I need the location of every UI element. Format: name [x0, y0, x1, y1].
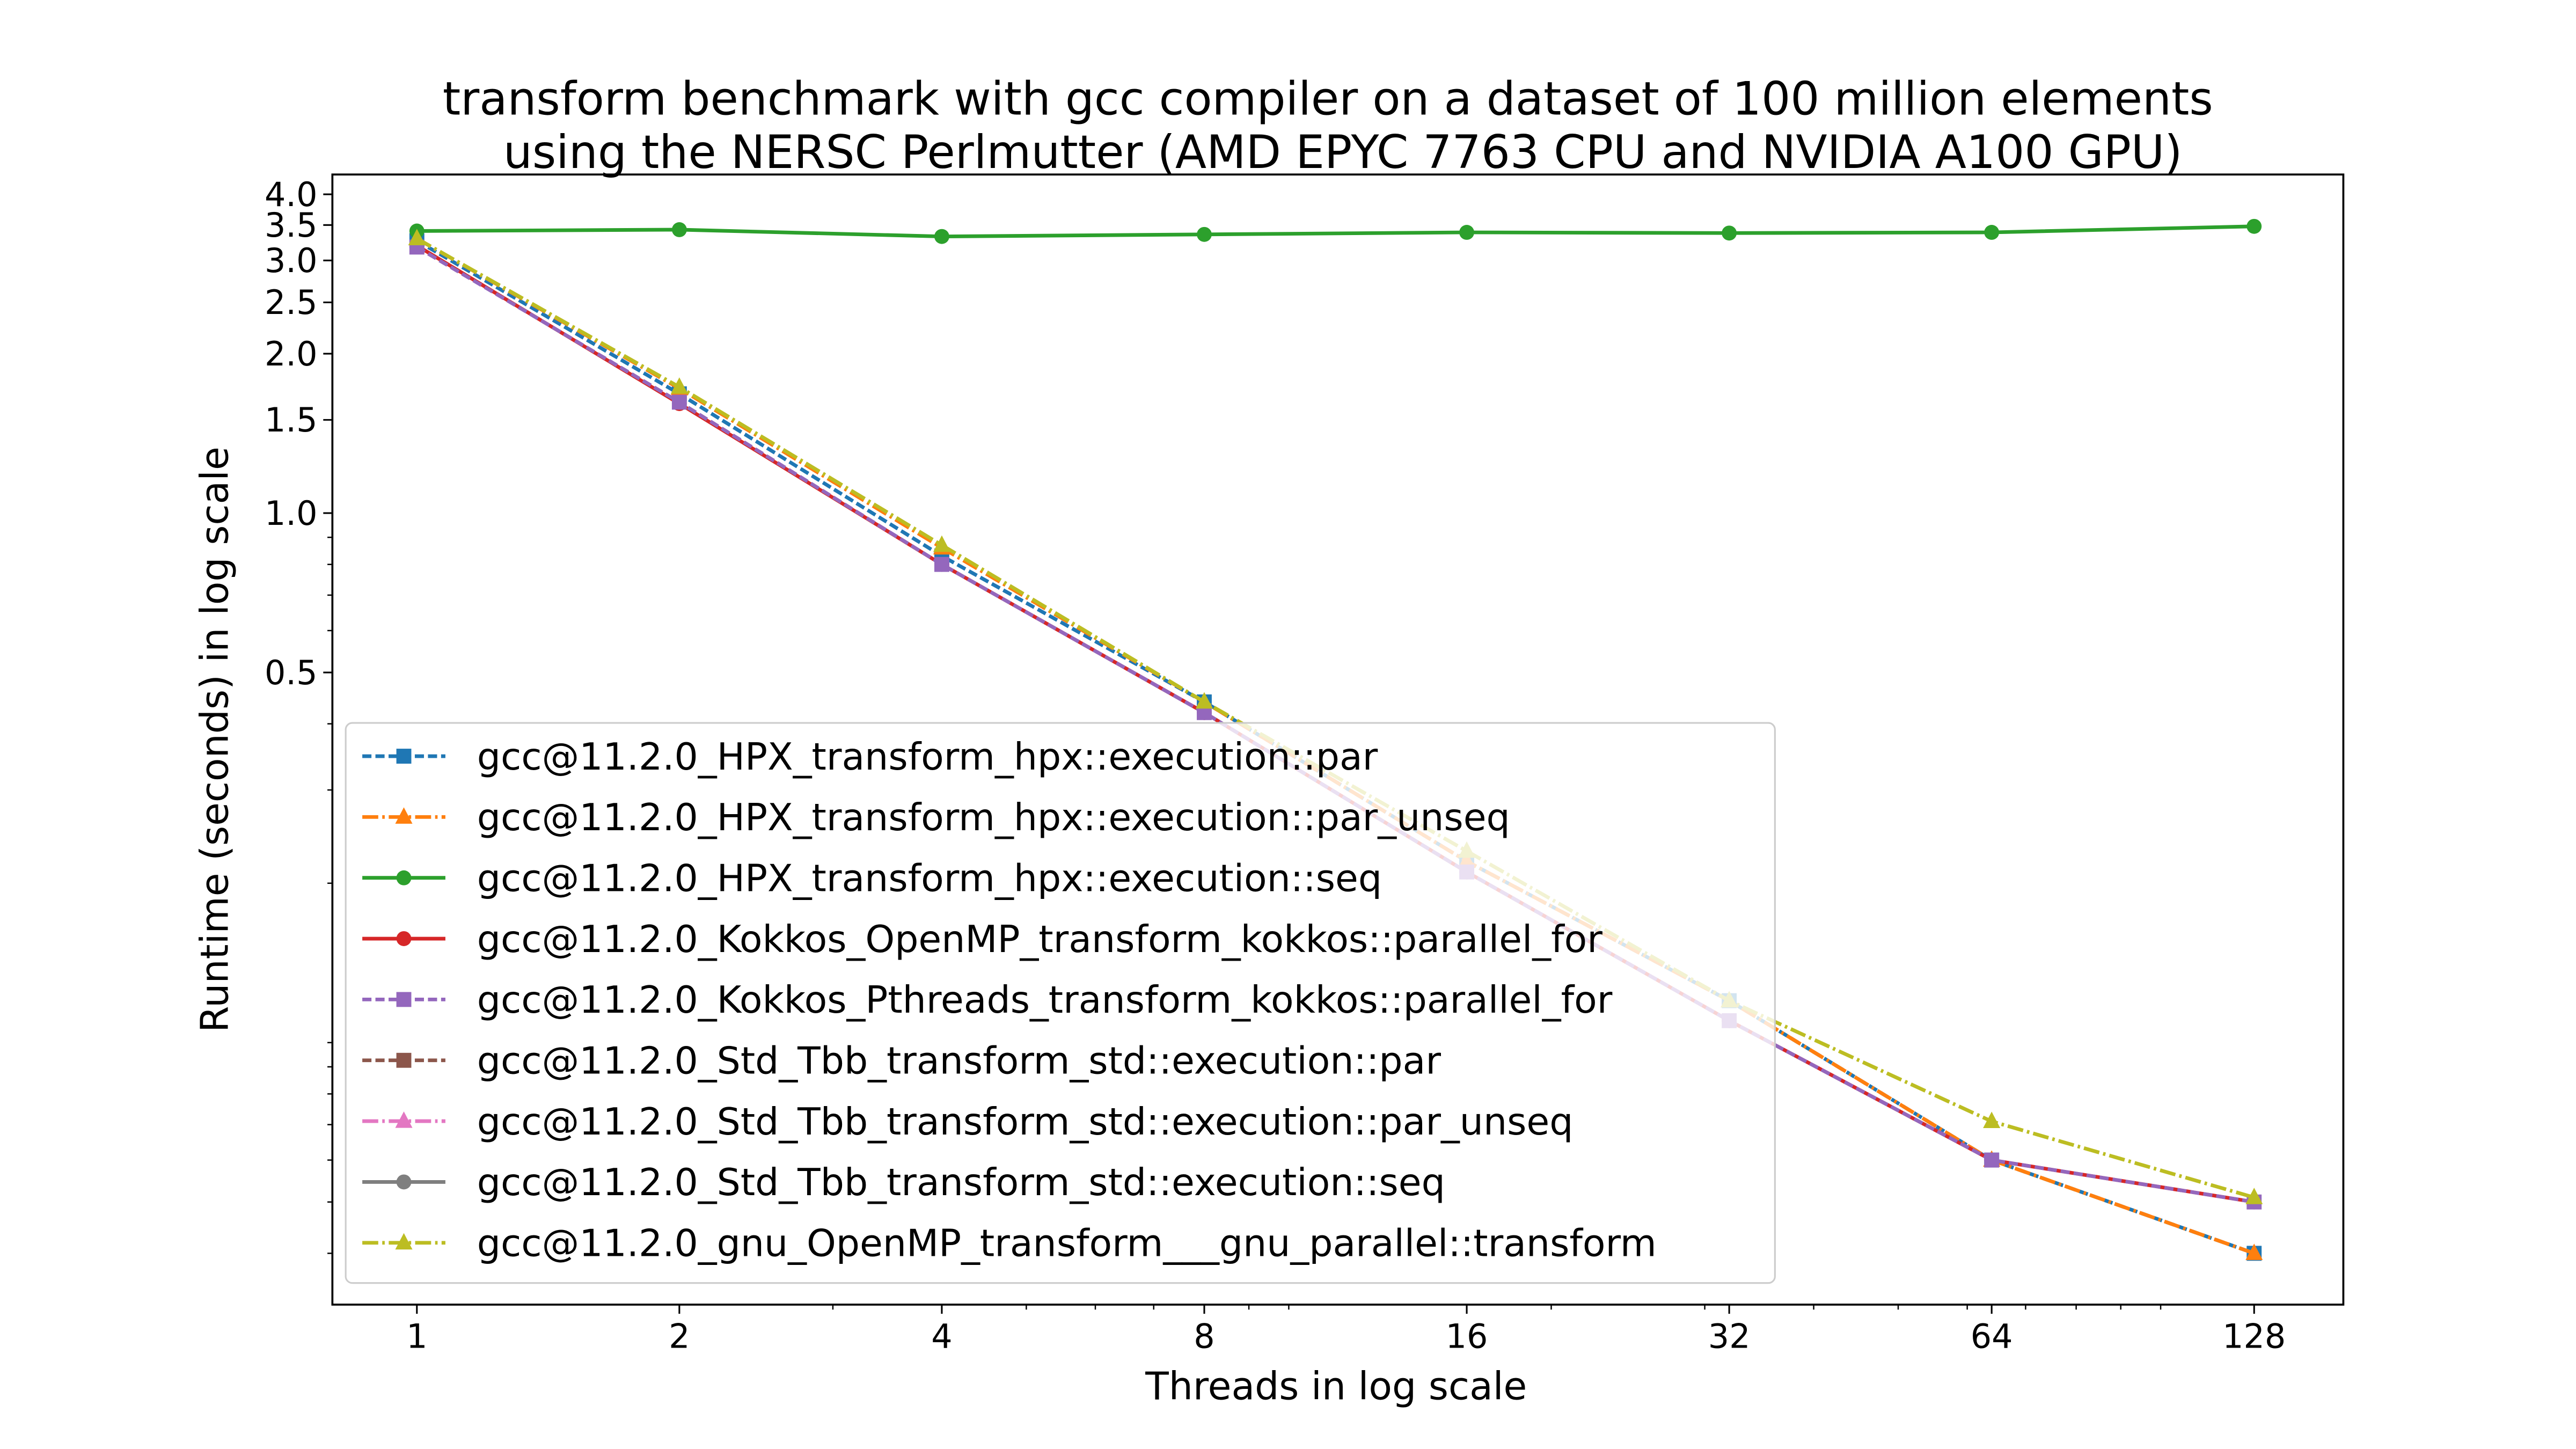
y-axis-label: Runtime (seconds) in log scale [192, 447, 237, 1033]
series-line [416, 224, 2255, 239]
x-tick-label: 32 [1708, 1317, 1751, 1356]
legend-label: gcc@11.2.0_Std_Tbb_transform_std::execut… [477, 1100, 1574, 1144]
data-point [1983, 1111, 2001, 1129]
legend-box [345, 722, 1776, 1284]
legend-marker [395, 1233, 413, 1250]
legend-marker [396, 1052, 412, 1068]
legend-item: gcc@11.2.0_HPX_transform_hpx::execution:… [362, 796, 1510, 839]
legend-item: gcc@11.2.0_gnu_OpenMP_transform___gnu_pa… [362, 1222, 1657, 1265]
legend-item: gcc@11.2.0_Std_Tbb_transform_std::execut… [362, 1100, 1573, 1144]
legend-item: gcc@11.2.0_HPX_transform_hpx::execution:… [362, 857, 1382, 900]
y-tick-label: 1.5 [265, 401, 317, 440]
y-tick-label: 2.0 [265, 335, 317, 374]
legend-label: gcc@11.2.0_HPX_transform_hpx::execution:… [477, 796, 1510, 839]
legend-marker [396, 870, 412, 885]
x-axis-label: Threads in log scale [1145, 1364, 1527, 1408]
x-tick-label: 1 [406, 1317, 427, 1356]
chart-title-line-1: transform benchmark with gcc compiler on… [443, 73, 2213, 126]
data-point [2245, 1188, 2263, 1204]
legend: gcc@11.2.0_HPX_transform_hpx::execution:… [345, 722, 1776, 1284]
y-tick-label: 3.0 [265, 241, 317, 280]
legend-label: gcc@11.2.0_gnu_OpenMP_transform___gnu_pa… [477, 1222, 1657, 1265]
legend-item: gcc@11.2.0_Std_Tbb_transform_std::execut… [362, 1161, 1445, 1204]
legend-label: gcc@11.2.0_Std_Tbb_transform_std::execut… [477, 1161, 1445, 1204]
axes-frame [331, 173, 2345, 1306]
data-point [671, 222, 687, 237]
y-tick-label: 3.5 [265, 206, 317, 245]
data-point [1722, 225, 1737, 241]
legend-label: gcc@11.2.0_HPX_transform_hpx::execution:… [477, 735, 1378, 779]
data-point [934, 229, 949, 244]
legend-label: gcc@11.2.0_HPX_transform_hpx::execution:… [477, 857, 1382, 900]
y-tick-label: 0.5 [265, 654, 317, 692]
data-point [2246, 218, 2262, 234]
y-tick-label: 2.5 [265, 283, 317, 322]
data-point [933, 535, 950, 552]
chart-title-line-2: using the NERSC Perlmutter (AMD EPYC 776… [503, 126, 2183, 179]
data-point [1984, 1152, 2000, 1168]
legend-marker [395, 1111, 413, 1128]
legend-marker [396, 931, 412, 946]
data-point [671, 394, 687, 410]
y-tick-label: 4.0 [265, 175, 317, 214]
data-point [1195, 692, 1213, 709]
legend-marker [395, 807, 413, 824]
data-point [670, 377, 688, 394]
x-tick-label: 16 [1446, 1317, 1488, 1356]
data-point [2245, 1243, 2263, 1260]
data-point [1197, 226, 1212, 242]
x-tick-label: 2 [669, 1317, 690, 1356]
plot-area: 1 2 4 8 16 32 64 128 0.5 1.0 1.5 2.0 2.53.03.54.0 gcc… [265, 173, 2345, 1356]
legend-marker [396, 1174, 412, 1190]
series-2 [409, 218, 2262, 244]
x-tick-label: 64 [1971, 1317, 2013, 1356]
legend-label: gcc@11.2.0_Kokkos_OpenMP_transform_kokko… [477, 918, 1602, 961]
legend-item: gcc@11.2.0_Kokkos_OpenMP_transform_kokko… [362, 918, 1602, 961]
x-tick-label: 4 [931, 1317, 952, 1356]
legend-item: gcc@11.2.0_HPX_transform_hpx::execution:… [362, 735, 1378, 779]
legend-label: gcc@11.2.0_Kokkos_Pthreads_transform_kok… [477, 978, 1613, 1022]
legend-item: gcc@11.2.0_Std_Tbb_transform_std::execut… [362, 1040, 1441, 1083]
legend-item: gcc@11.2.0_Kokkos_Pthreads_transform_kok… [362, 978, 1613, 1022]
legend-marker [396, 992, 412, 1007]
x-tick-label: 128 [2222, 1317, 2286, 1356]
data-point [934, 557, 949, 572]
y-tick-label: 1.0 [265, 494, 317, 533]
data-point [1984, 225, 2000, 240]
legend-label: gcc@11.2.0_Std_Tbb_transform_std::execut… [477, 1040, 1441, 1083]
x-tick-label: 8 [1194, 1317, 1214, 1356]
legend-marker [396, 749, 412, 764]
data-point [408, 229, 426, 246]
data-point [1459, 225, 1474, 240]
